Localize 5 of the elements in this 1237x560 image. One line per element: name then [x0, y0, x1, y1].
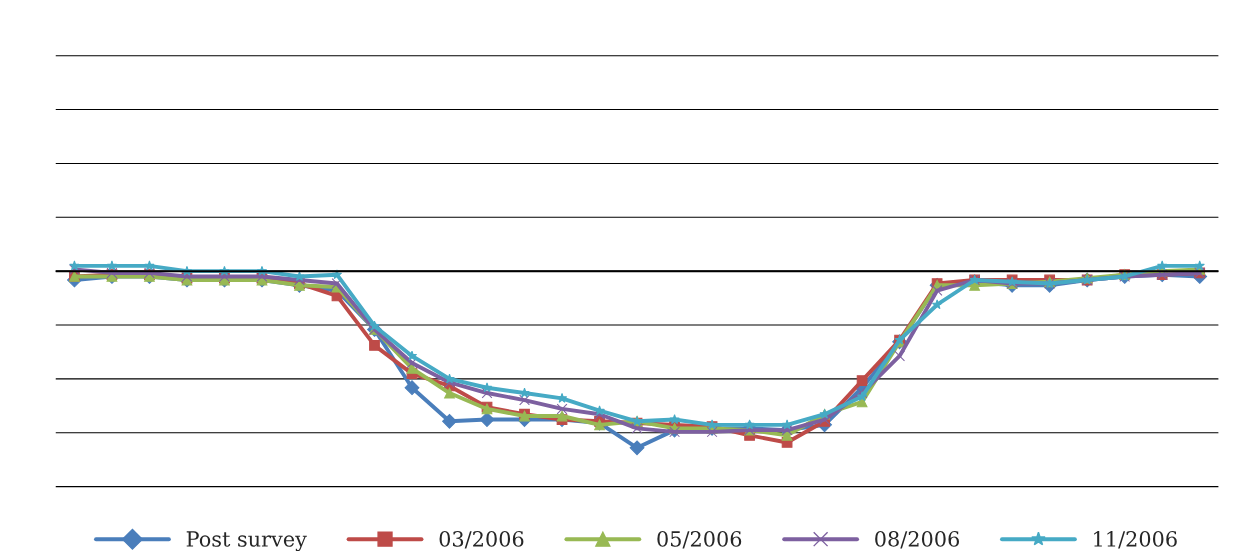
legend-label: 03/2006: [439, 531, 524, 549]
legend-label: 11/2006: [1094, 531, 1177, 549]
legend-label: 05/2006: [657, 531, 742, 549]
legend-label: Post survey: [186, 531, 307, 552]
legend-label: 08/2006: [875, 531, 960, 549]
